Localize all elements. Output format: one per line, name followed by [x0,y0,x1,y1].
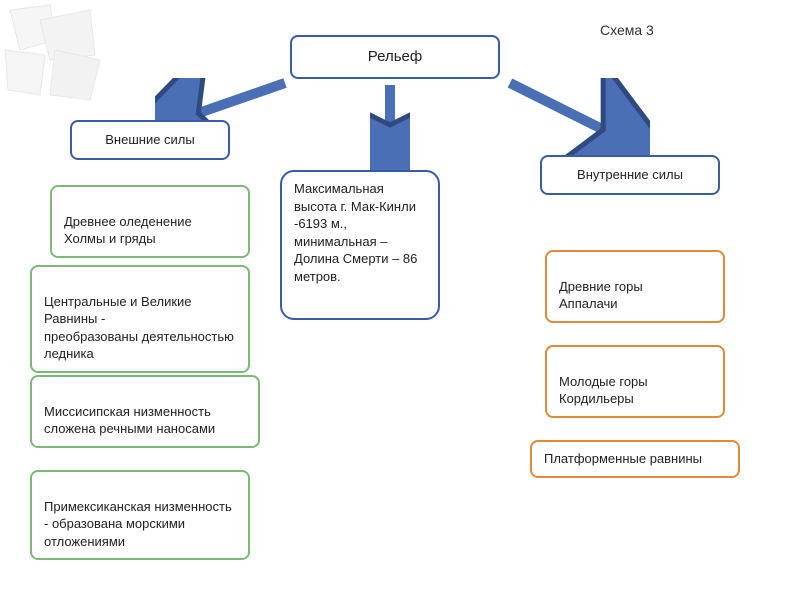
right-box-1: Молодые горы Кордильеры [545,345,725,418]
right-box-0-label: Древние горы Аппалачи [559,279,643,312]
right-header-label: Внутренние силы [577,166,683,184]
left-box-2: Миссисипская низменность сложена речными… [30,375,260,448]
center-box: Максимальная высота г. Мак-Кинли -6193 м… [280,170,440,320]
left-box-0-label: Древнее оледенение Холмы и гряды [64,214,192,247]
diagram-title: Схема 3 [600,22,654,38]
root-label: Рельеф [368,47,422,67]
left-box-1-label: Центральные и Великие Равнины - преобраз… [44,294,234,362]
left-box-0: Древнее оледенение Холмы и гряды [50,185,250,258]
arrow-right [500,78,650,158]
center-label: Максимальная высота г. Мак-Кинли -6193 м… [294,181,417,284]
left-header: Внешние силы [70,120,230,160]
right-box-2-label: Платформенные равнины [544,450,702,468]
corner-decoration [0,0,140,140]
root-node: Рельеф [290,35,500,79]
left-box-1: Центральные и Великие Равнины - преобраз… [30,265,250,373]
left-box-2-label: Миссисипская низменность сложена речными… [44,404,215,437]
right-box-2: Платформенные равнины [530,440,740,478]
right-box-0: Древние горы Аппалачи [545,250,725,323]
right-box-1-label: Молодые горы Кордильеры [559,374,648,407]
left-box-3: Примексиканская низменность - образована… [30,470,250,560]
right-header: Внутренние силы [540,155,720,195]
left-header-label: Внешние силы [105,131,194,149]
left-box-3-label: Примексиканская низменность - образована… [44,499,232,549]
arrow-down [370,80,410,170]
